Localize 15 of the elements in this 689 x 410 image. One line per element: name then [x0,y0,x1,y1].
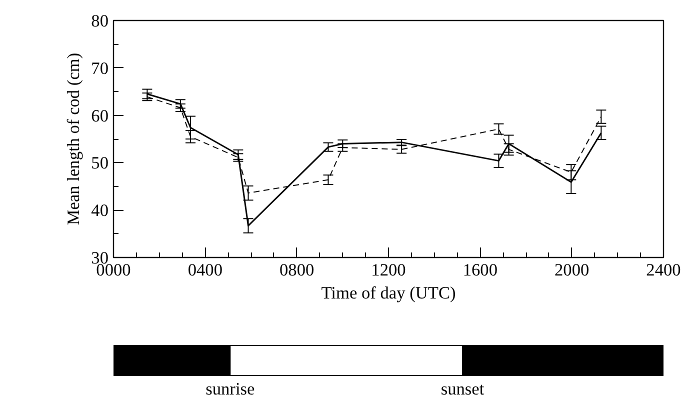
y-tick-label: 70 [91,58,108,78]
x-axis-title: Time of day (UTC) [321,284,456,302]
y-tick-label: 40 [91,201,108,220]
y-axis-title: Mean length of cod (cm) [64,52,84,226]
x-tick-label: 1200 [371,260,406,280]
x-tick-label: 2400 [646,260,681,280]
text: sunrise [206,380,255,398]
y-tick-label: 50 [91,154,108,173]
x-tick-label: 1600 [462,260,498,280]
y-tick-label: 60 [91,106,108,126]
y-tick-label: 80 [91,12,108,30]
x-tick-label: 2000 [554,260,590,280]
text: sunset [440,380,484,398]
x-tick-label: 0800 [280,260,314,280]
x-tick-label: 0400 [188,260,222,280]
